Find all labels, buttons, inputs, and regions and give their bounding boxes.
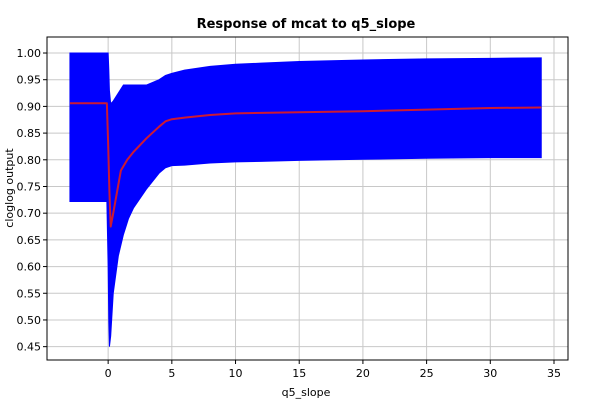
- x-tick-label: 35: [547, 367, 561, 380]
- x-tick-label: 15: [292, 367, 306, 380]
- confidence-band: [69, 52, 542, 347]
- x-tick-label: 25: [420, 367, 434, 380]
- y-tick-label: 0.80: [17, 154, 42, 167]
- x-tick-label: 5: [168, 367, 175, 380]
- plot-layer: [69, 52, 542, 347]
- y-tick-label: 0.65: [17, 234, 42, 247]
- y-tick-label: 0.55: [17, 287, 42, 300]
- y-tick-label: 1.00: [17, 47, 42, 60]
- y-axis-label: cloglog output: [3, 148, 16, 228]
- y-tick-label: 0.90: [17, 100, 42, 113]
- x-axis-label: q5_slope: [282, 386, 331, 399]
- x-tick-label: 0: [105, 367, 112, 380]
- y-tick-label: 0.95: [17, 74, 42, 87]
- mean-response-line: [69, 102, 542, 228]
- x-tick-label: 30: [483, 367, 497, 380]
- y-tick-label: 0.70: [17, 207, 42, 220]
- y-tick-label: 0.50: [17, 314, 42, 327]
- y-tick-label: 0.60: [17, 261, 42, 274]
- y-tick-label: 0.45: [17, 341, 42, 354]
- axis-layer: 0 5 10 15 20 25 30 35 0.45 0.50 0.55 0.60 0.65 0.70 0.…: [17, 36, 569, 380]
- y-tick-label: 0.85: [17, 127, 42, 140]
- y-tick-label: 0.75: [17, 180, 42, 193]
- x-tick-label: 10: [229, 367, 243, 380]
- plot-frame: [46, 36, 569, 361]
- chart-title: Response of mcat to q5_slope: [197, 17, 416, 32]
- x-tick-label: 20: [356, 367, 370, 380]
